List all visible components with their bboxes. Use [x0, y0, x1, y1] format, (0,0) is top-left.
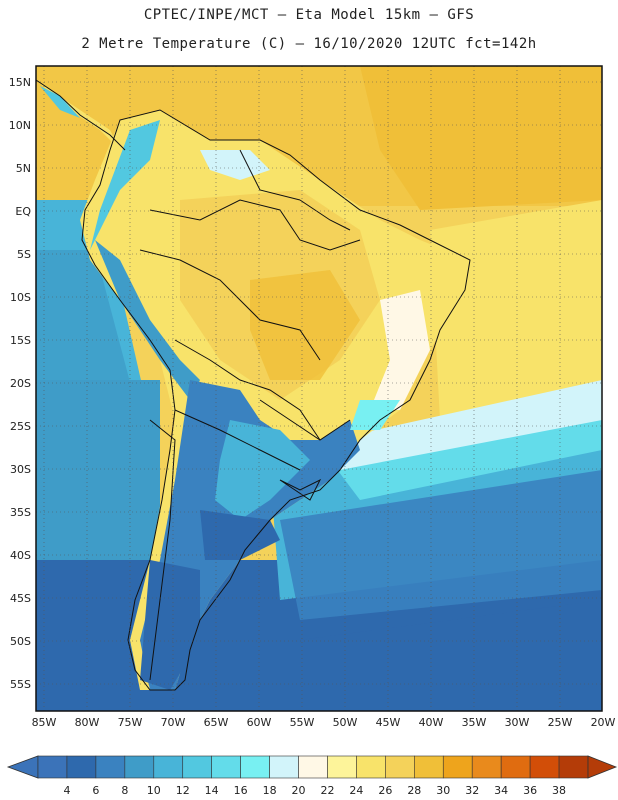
- colorbar-swatch: [211, 755, 241, 779]
- colorbar-swatch: [471, 755, 502, 779]
- colorbar-swatch: [356, 755, 386, 779]
- colorbar-swatch: [558, 755, 589, 779]
- lon-tick-label: 70W: [161, 716, 186, 729]
- colorbar-swatch: [385, 755, 415, 779]
- lat-tick-label: EQ: [15, 205, 31, 218]
- map-frame: [35, 65, 603, 712]
- lat-tick-label: 40S: [10, 549, 31, 562]
- colorbar-label: 4: [63, 784, 70, 797]
- colorbar-swatch: [37, 755, 68, 779]
- lat-tick-label: 5S: [17, 248, 31, 261]
- lon-tick-label: 85W: [32, 716, 57, 729]
- lon-tick-label: 40W: [419, 716, 444, 729]
- colorbar-swatch: [95, 755, 126, 779]
- lat-tick-label: 15S: [10, 334, 31, 347]
- colorbar-label: 22: [320, 784, 334, 797]
- colorbar-swatch: [500, 755, 531, 779]
- lon-tick-label: 35W: [462, 716, 487, 729]
- colorbar-swatch: [240, 755, 270, 779]
- colorbar-swatch: [414, 755, 444, 779]
- lat-tick-label: 45S: [10, 592, 31, 605]
- colorbar-label: 6: [92, 784, 99, 797]
- lat-tick-label: 10S: [10, 291, 31, 304]
- latitude-labels: 15N 10N 5N EQ 5S 10S 15S 20S 25S 30S 35S 40S 45S 50S 5…: [9, 76, 32, 691]
- temperature-field: [36, 66, 602, 711]
- lat-tick-label: 20S: [10, 377, 31, 390]
- colorbar: 4 6 8 10 12 14 16 18 20 22 24 26 28 30 32 34 36 38: [6, 755, 618, 797]
- colorbar-swatch: [124, 755, 155, 779]
- colorbar-swatch: [327, 755, 357, 779]
- lon-tick-label: 55W: [290, 716, 315, 729]
- chart-subtitle: 2 Metre Temperature (C) – 16/10/2020 12U…: [81, 36, 537, 52]
- colorbar-high-arrow: [587, 755, 618, 779]
- lat-tick-label: 50S: [10, 635, 31, 648]
- lon-tick-label: 25W: [548, 716, 573, 729]
- lon-tick-label: 60W: [247, 716, 272, 729]
- colorbar-swatch: [66, 755, 97, 779]
- colorbar-swatch: [442, 755, 473, 779]
- colorbar-label: 20: [292, 784, 306, 797]
- longitude-labels: 85W 80W 75W 70W 65W 60W 55W 50W 45W 40W 35W 30W 25W 2…: [32, 716, 616, 729]
- colorbar-low-arrow: [6, 755, 39, 779]
- colorbar-label: 8: [121, 784, 128, 797]
- colorbar-swatch: [269, 755, 299, 779]
- lon-tick-label: 50W: [333, 716, 358, 729]
- lon-tick-label: 65W: [204, 716, 229, 729]
- lon-tick-label: 80W: [75, 716, 100, 729]
- colorbar-swatch: [182, 755, 212, 779]
- lat-tick-label: 15N: [9, 76, 31, 89]
- colorbar-label: 26: [378, 784, 392, 797]
- lat-tick-label: 25S: [10, 420, 31, 433]
- lat-tick-label: 35S: [10, 506, 31, 519]
- colorbar-label: 14: [205, 784, 219, 797]
- colorbar-label: 10: [147, 784, 161, 797]
- colorbar-label: 18: [263, 784, 277, 797]
- colorbar-label: 16: [234, 784, 248, 797]
- lon-tick-label: 30W: [505, 716, 530, 729]
- lat-tick-label: 5N: [16, 162, 31, 175]
- colorbar-swatch: [298, 755, 328, 779]
- colorbar-label: 38: [552, 784, 566, 797]
- colorbar-label: 24: [349, 784, 363, 797]
- lat-tick-label: 10N: [9, 119, 31, 132]
- colorbar-label: 36: [523, 784, 537, 797]
- lat-tick-label: 30S: [10, 463, 31, 476]
- colorbar-swatch: [153, 755, 184, 779]
- colorbar-label: 28: [407, 784, 421, 797]
- chart-title: CPTEC/INPE/MCT – Eta Model 15km – GFS: [143, 7, 475, 23]
- colorbar-swatch: [529, 755, 560, 779]
- lon-tick-label: 75W: [118, 716, 143, 729]
- colorbar-label: 30: [436, 784, 450, 797]
- lat-tick-label: 55S: [10, 678, 31, 691]
- colorbar-label: 34: [494, 784, 508, 797]
- lon-tick-label: 45W: [376, 716, 401, 729]
- colorbar-label: 32: [465, 784, 479, 797]
- lon-tick-label: 20W: [591, 716, 616, 729]
- colorbar-label: 12: [176, 784, 190, 797]
